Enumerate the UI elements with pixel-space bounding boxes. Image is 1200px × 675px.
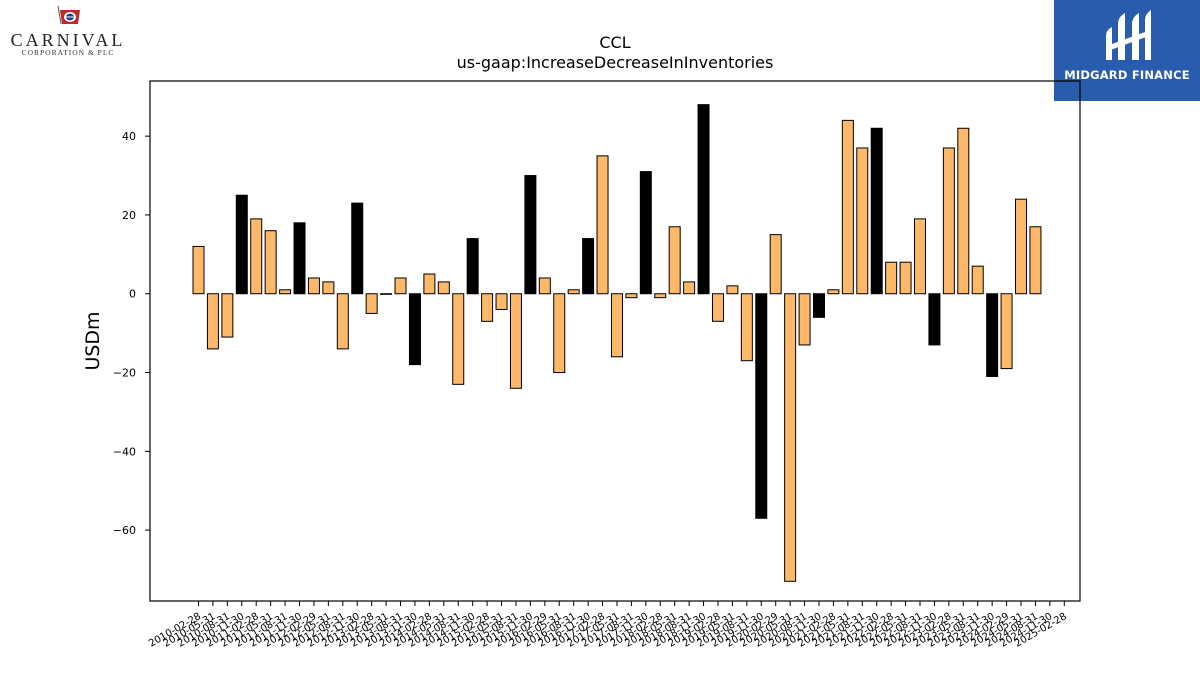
bar-2018-11-30 bbox=[697, 104, 710, 295]
bar-2015-08-31 bbox=[509, 293, 522, 389]
bar-2021-11-30 bbox=[870, 127, 883, 295]
bar-2023-05-31 bbox=[957, 127, 970, 295]
bar-2015-11-30 bbox=[524, 175, 537, 295]
x-axis-ticks: 2010-02-282010-05-312010-08-312010-11-30… bbox=[147, 601, 1069, 650]
bar-2013-05-31 bbox=[380, 293, 393, 295]
y-tick-label: 20 bbox=[122, 209, 136, 222]
bar-2024-08-31 bbox=[1029, 226, 1042, 295]
bar-2014-05-31 bbox=[437, 281, 450, 295]
bar-2015-02-28 bbox=[481, 293, 494, 322]
bar-2024-02-29 bbox=[1000, 293, 1013, 370]
bar-2017-11-30 bbox=[639, 171, 652, 295]
bar-2019-05-31 bbox=[726, 285, 739, 295]
bar-2018-02-28 bbox=[654, 293, 667, 299]
bar-2020-08-31 bbox=[798, 293, 811, 346]
bar-2012-11-30 bbox=[351, 202, 364, 295]
bar-2012-08-31 bbox=[336, 293, 349, 350]
bar-2013-02-28 bbox=[365, 293, 378, 314]
bar-2016-02-29 bbox=[538, 277, 551, 295]
bar-2016-11-30 bbox=[582, 238, 595, 295]
bar-2011-08-31 bbox=[279, 289, 292, 295]
bar-2014-02-28 bbox=[423, 273, 436, 295]
plot-frame bbox=[149, 80, 1081, 602]
bar-2021-05-31 bbox=[841, 119, 854, 295]
funnel-icon bbox=[57, 5, 80, 25]
y-tick-label: −60 bbox=[113, 524, 136, 537]
bar-2023-11-30 bbox=[986, 293, 999, 377]
bar-2014-08-31 bbox=[452, 293, 465, 385]
bar-2017-05-31 bbox=[610, 293, 623, 358]
bar-2015-05-31 bbox=[495, 293, 508, 310]
bar-2024-05-31 bbox=[1015, 198, 1028, 295]
carnival-logo: CARNIVAL CORPORATION & PLC bbox=[11, 5, 126, 57]
bar-2019-02-28 bbox=[711, 293, 724, 322]
y-tick-label: −20 bbox=[113, 367, 136, 380]
bar-2010-08-31 bbox=[221, 293, 234, 338]
bar-2022-11-30 bbox=[928, 293, 941, 346]
bar-2017-08-31 bbox=[625, 293, 638, 299]
bar-2019-11-30 bbox=[755, 293, 768, 519]
chart-subtitle: us-gaap:IncreaseDecreaseInInventories bbox=[457, 53, 774, 72]
carnival-wordmark: CARNIVAL bbox=[11, 30, 126, 50]
bar-2016-05-31 bbox=[553, 293, 566, 374]
bar-2020-02-29 bbox=[769, 234, 782, 295]
y-axis-label: USDm bbox=[82, 311, 104, 370]
y-axis-ticks: −60 −40 −20 0 20 40 bbox=[113, 130, 150, 537]
bar-2014-11-30 bbox=[466, 238, 479, 295]
bar-2017-02-28 bbox=[596, 155, 609, 295]
bar-2020-11-30 bbox=[812, 293, 825, 318]
bar-2013-08-31 bbox=[394, 277, 407, 295]
publisher-name: MIDGARD FINANCE bbox=[1064, 68, 1190, 82]
bar-2010-02-28 bbox=[192, 245, 205, 295]
y-tick-label: 40 bbox=[122, 130, 136, 143]
bar-2022-05-31 bbox=[899, 261, 912, 295]
bar-2011-02-28 bbox=[250, 218, 263, 295]
bar-2013-11-30 bbox=[408, 293, 421, 366]
chart-title: CCL bbox=[599, 33, 630, 52]
midgard-logo-icon bbox=[1106, 10, 1151, 60]
bar-2023-02-28 bbox=[942, 147, 955, 295]
bar-2021-02-28 bbox=[827, 289, 840, 295]
bar-2011-05-31 bbox=[264, 230, 277, 295]
bar-2010-11-30 bbox=[235, 194, 248, 295]
bar-2018-08-31 bbox=[683, 281, 696, 295]
bar-2020-05-31 bbox=[784, 293, 797, 582]
bar-2021-08-31 bbox=[856, 147, 869, 295]
bar-2023-08-31 bbox=[971, 265, 984, 295]
bar-2012-02-29 bbox=[307, 277, 320, 295]
bar-2019-08-31 bbox=[740, 293, 753, 362]
y-tick-label: 0 bbox=[129, 288, 136, 301]
bar-2018-05-31 bbox=[668, 226, 681, 295]
bar-2011-11-30 bbox=[293, 222, 306, 295]
bar-2022-08-31 bbox=[914, 218, 926, 295]
carnival-subline: CORPORATION & PLC bbox=[22, 48, 115, 57]
midgard-finance-badge: MIDGARD FINANCE bbox=[1054, 0, 1200, 101]
bars-group bbox=[192, 104, 1042, 582]
y-tick-label: −40 bbox=[113, 445, 136, 458]
bar-2022-02-28 bbox=[885, 261, 898, 295]
bar-2012-05-31 bbox=[322, 281, 335, 295]
bar-2010-05-31 bbox=[206, 293, 219, 350]
bar-2016-08-31 bbox=[567, 289, 580, 295]
